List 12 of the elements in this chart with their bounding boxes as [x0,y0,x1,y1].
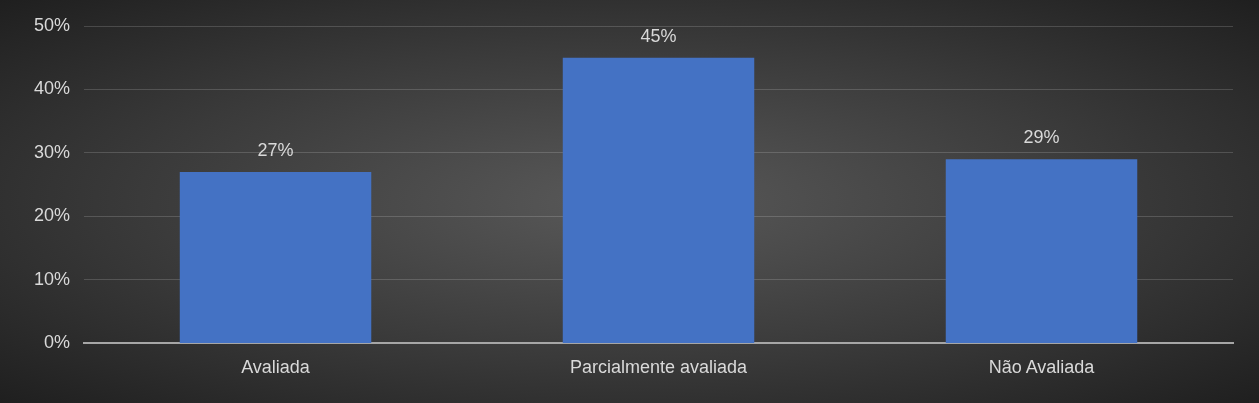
y-tick-label: 20% [34,205,71,226]
x-tick-label: Parcialmente avaliada [569,357,749,378]
y-tick-label: 0% [44,332,71,353]
y-tick-label: 40% [34,78,71,99]
data-label: 45% [640,25,677,46]
y-tick-label: 10% [34,268,71,289]
x-tick-label: Avaliada [241,357,311,378]
data-label: 29% [1023,127,1060,148]
y-tick-label: 50% [34,14,71,35]
x-tick-label: Não Avaliada [988,357,1096,378]
data-label: 27% [257,139,294,160]
y-tick-label: 30% [34,141,71,162]
